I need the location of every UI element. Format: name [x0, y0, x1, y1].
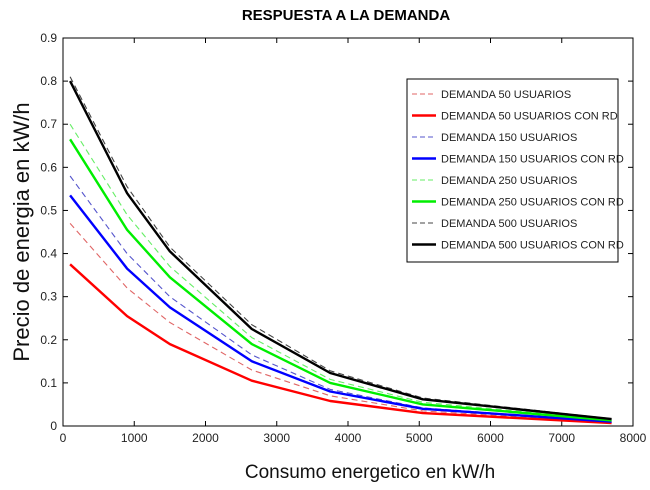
- x-tick-label: 2000: [192, 431, 219, 445]
- legend-label-1: DEMANDA 50 USUARIOS: [441, 89, 571, 101]
- series-line-1: [69, 223, 612, 424]
- x-tick-label: 7000: [548, 431, 575, 445]
- series-line-8: [69, 80, 612, 421]
- y-tick-label: 0.8: [40, 74, 57, 88]
- series-line-4: [69, 194, 612, 423]
- y-tick-label: 0.3: [40, 290, 57, 304]
- legend-label-8: DEMANDA 500 USUARIOS CON RD: [441, 240, 624, 252]
- legend-label-4: DEMANDA 150 USUARIOS CON RD: [441, 154, 624, 166]
- y-tick-label: 0.1: [40, 376, 57, 390]
- series-line-2: [69, 263, 612, 425]
- legend: DEMANDA 50 USUARIOS DEMANDA 50 USUARIOS C…: [406, 78, 624, 263]
- y-tick-label: 0.4: [40, 247, 57, 261]
- legend-box: [406, 78, 619, 263]
- y-tick-label: 0.9: [40, 31, 57, 45]
- legend-label-6: DEMANDA 250 USUARIOS CON RD: [441, 197, 624, 209]
- x-tick-label: 3000: [263, 431, 290, 445]
- x-tick-label: 5000: [406, 431, 433, 445]
- y-tick-label: 0.5: [40, 203, 57, 217]
- x-tick-label: 0: [60, 431, 67, 445]
- series-line-6: [69, 138, 612, 422]
- y-tick-label: 0: [50, 419, 57, 433]
- y-tick-label: 0.7: [40, 117, 57, 131]
- y-tick-label: 0.2: [40, 333, 57, 347]
- x-tick-label: 4000: [335, 431, 362, 445]
- x-tick-label: 1000: [121, 431, 148, 445]
- series-line-5: [69, 123, 612, 421]
- legend-label-3: DEMANDA 150 USUARIOS: [441, 132, 577, 144]
- legend-label-7: DEMANDA 500 USUARIOS: [441, 218, 577, 230]
- x-axis-label: Consumo energetico en kW/h: [245, 462, 495, 483]
- y-axis-label: Precio de energia en kW/h: [9, 102, 34, 361]
- legend-label-5: DEMANDA 250 USUARIOS: [441, 175, 577, 187]
- series-line-7: [69, 76, 612, 420]
- x-tick-label: 6000: [477, 431, 504, 445]
- chart-title: RESPUESTA A LA DEMANDA: [242, 7, 451, 24]
- y-tick-label: 0.6: [40, 160, 57, 174]
- legend-label-2: DEMANDA 50 USUARIOS CON RD: [441, 111, 618, 123]
- x-tick-label: 8000: [620, 431, 647, 445]
